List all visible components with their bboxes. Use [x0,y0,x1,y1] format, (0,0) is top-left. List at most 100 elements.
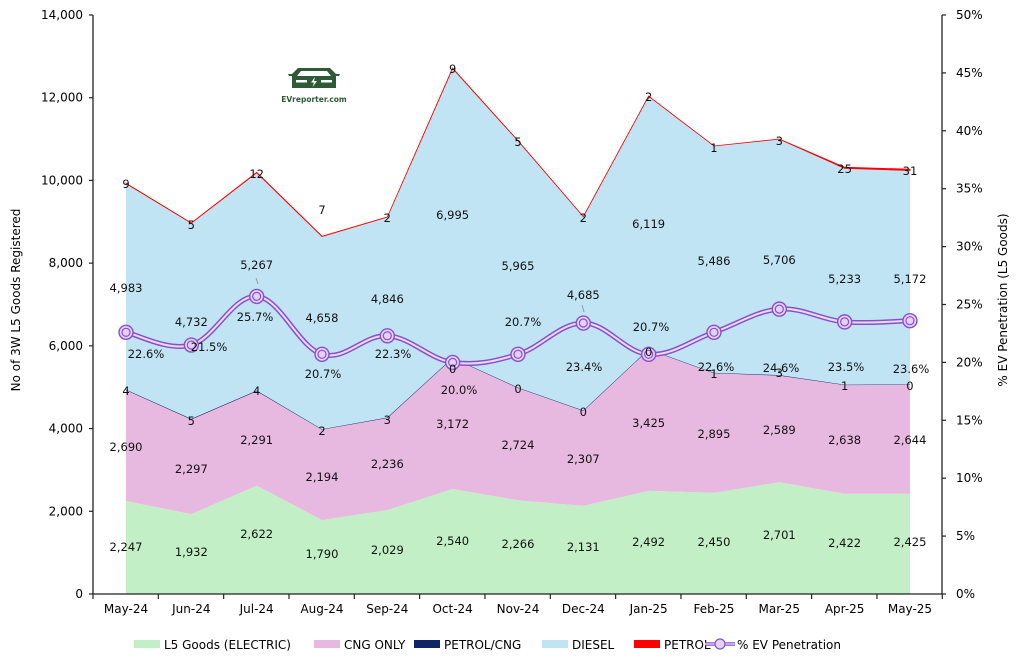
petrol-cng-value-label: 0 [580,405,587,419]
diesel-value-label: 4,846 [371,292,404,306]
ev-penetration-marker [183,337,200,353]
legend-label: PETROL/CNG [444,638,521,652]
petrol-cng-value-label: 0 [449,362,456,376]
diesel-value-label: 5,706 [763,253,796,267]
y2-tick-label: 45% [956,66,983,80]
electric-value-label: 2,492 [632,535,665,549]
legend-swatch-petrol [634,640,660,648]
ev-penetration-marker-inner [448,357,458,367]
y-tick-label: 4,000 [49,422,83,436]
y-tick-label: 12,000 [41,91,83,105]
y2-tick-label: 15% [956,413,983,427]
ev-penetration-value-label: 22.3% [375,347,412,361]
ev-penetration-marker [771,301,787,317]
legend-label: PETROL [664,638,711,652]
petrol-cng-value-label: 0 [906,379,913,393]
petrol-value-label: 31 [903,164,918,178]
y2-tick-label: 35% [956,182,983,196]
y-tick-label: 0 [75,587,83,601]
ev-penetration-marker-inner [513,349,523,359]
petrol-value-label: 1 [710,141,717,155]
ev-penetration-marker [379,328,396,344]
ev-penetration-value-label: 23.6% [893,362,930,376]
cng-value-label: 2,724 [502,438,535,452]
legend-swatch-diesel [542,640,568,648]
electric-value-label: 2,422 [828,536,861,550]
ev-penetration-marker [575,315,592,331]
cng-value-label: 3,425 [632,416,665,430]
evreporter-logo: EVreporter.com [281,68,347,104]
legend-label: % EV Penetration [737,638,841,652]
ev-penetration-value-label: 23.5% [828,360,865,374]
legend-swatch-cng-only [314,640,340,648]
legend: L5 Goods (ELECTRIC) CNG ONLY PETROL/CNG DIE… [134,638,841,652]
x-tick-label: Jan-25 [629,602,668,616]
ev-penetration-marker [248,288,265,305]
y2-axis-title: % EV Penetration (L5 Goods) [996,213,1010,386]
x-tick-label: Oct-24 [432,602,472,616]
ev-penetration-marker-inner [644,349,654,359]
electric-value-label: 2,450 [698,535,731,549]
petrol-cng-value-label: 0 [645,345,652,359]
legend-item-petrol: PETROL [634,638,711,652]
x-tick-label: May-24 [104,602,148,616]
petrol-value-label: 9 [122,177,129,191]
ev-penetration-value-label: 22.6% [128,347,165,361]
area-l5-goods-electric [126,482,910,594]
diesel-value-label: 6,119 [632,217,665,231]
legend-item-ev-penetration: % EV Penetration [705,638,841,652]
legend-label: CNG ONLY [344,638,406,652]
x-tick-label: Aug-24 [300,602,343,616]
legend-label: L5 Goods (ELECTRIC) [164,638,291,652]
y-axis-title: No of 3W L5 Goods Registered [9,209,23,392]
ev-penetration-marker-inner [774,304,784,314]
cng-value-label: 2,297 [175,462,208,476]
y2-tick-label: 5% [956,529,975,543]
electric-value-label: 2,701 [763,528,796,542]
diesel-value-label: 4,983 [110,281,143,295]
y2-tick-label: 10% [956,471,983,485]
ev-penetration-value-label: 20.7% [505,315,542,329]
petrol-cng-value-label: 2 [318,424,325,438]
petrol-value-label: 2 [645,90,652,104]
petrol-cng-value-label: 1 [710,367,717,381]
legend-item-l5-goods-electric: L5 Goods (ELECTRIC) [134,638,291,652]
petrol-value-label: 2 [384,211,391,225]
electric-value-label: 2,540 [436,534,469,548]
x-tick-label: Jun-24 [171,602,210,616]
diesel-value-label: 5,172 [893,272,926,286]
leader-line [581,304,585,313]
y-tick-label: 6,000 [49,339,83,353]
diesel-value-label: 6,995 [436,208,469,222]
data-labels: 2,247 1,932 2,622 1,790 2,029 2,540 2,266 2,131… [110,62,930,561]
ev-penetration-value-label: 20.0% [441,383,478,397]
diesel-value-label: 4,732 [175,315,208,329]
electric-value-label: 1,932 [175,545,208,559]
ev-penetration-value-label: 22.6% [698,360,735,374]
legend-swatch-l5-goods-electric [134,640,160,648]
legend-item-diesel: DIESEL [542,638,615,652]
y-tick-label: 8,000 [49,256,83,270]
petrol-value-label: 12 [249,167,264,181]
ev-penetration-marker-inner [317,349,327,359]
ev-penetration-marker-inner [186,340,196,350]
petrol-value-label: 9 [449,62,456,76]
car-battery-icon [288,68,340,88]
ev-penetration-value-label: 20.7% [633,320,670,334]
area-diesel [126,68,910,430]
diesel-value-label: 5,233 [828,272,861,286]
petrol-value-label: 3 [776,134,783,148]
y-tick-label: 14,000 [41,8,83,22]
ev-penetration-value-label: 24.6% [763,361,800,375]
cng-value-label: 2,236 [371,457,404,471]
diesel-value-label: 5,486 [698,254,731,268]
x-tick-label: Dec-24 [562,602,605,616]
x-tick-label: Apr-25 [825,602,865,616]
electric-value-label: 2,425 [893,535,926,549]
cng-value-label: 2,690 [110,440,143,454]
petrol-cng-value-label: 1 [841,379,848,393]
ev-penetration-value-label: 20.7% [305,367,342,381]
cng-value-label: 3,172 [436,417,469,431]
electric-value-label: 2,247 [110,540,143,554]
y-tick-label: 2,000 [49,504,83,518]
